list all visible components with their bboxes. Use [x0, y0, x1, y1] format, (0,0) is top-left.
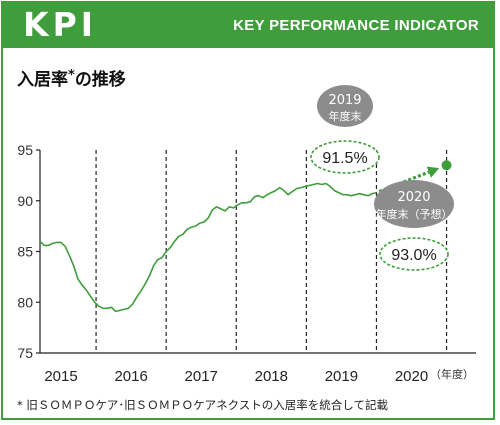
x-tick-2017: 2017 — [185, 368, 218, 385]
y-tick-75: 75 — [17, 345, 33, 361]
y-tick-90: 90 — [17, 193, 33, 209]
title-marker: * — [68, 68, 75, 83]
x-tick-2018: 2018 — [255, 368, 288, 385]
value-oval-2019 — [310, 140, 380, 174]
bubble-2020-label: 年度末（予想） — [376, 207, 453, 221]
header-subtitle: KEY PERFORMANCE INDICATOR — [233, 17, 479, 34]
header-bar: KPI KEY PERFORMANCE INDICATOR — [3, 3, 493, 48]
bubble-2019-label: 年度末 — [329, 109, 362, 123]
footnote: * 旧ＳＯＭＰＯケア･旧ＳＯＭＰＯケアネクストの入居率を統合して記載 — [17, 398, 388, 412]
value-oval-2020 — [379, 237, 449, 271]
x-unit-label: （年度） — [430, 367, 474, 381]
x-tick-2015: 2015 — [44, 368, 77, 385]
title-main: 入居率 — [17, 70, 68, 90]
kpi-logo: KPI — [23, 5, 98, 44]
y-tick-85: 85 — [17, 244, 33, 260]
forecast-arrowhead — [426, 166, 440, 178]
x-tick-2016: 2016 — [114, 368, 147, 385]
x-tick-labels: 2015 2016 2017 2018 2019 2020 （年度） — [44, 367, 474, 385]
chart-title: 入居率*の推移 — [17, 65, 126, 90]
bubble-2019-year: 2019 — [328, 93, 361, 108]
title-suffix: の推移 — [74, 70, 126, 90]
value-2019: 91.5% — [322, 150, 367, 167]
value-2020: 93.0% — [391, 247, 436, 264]
x-tick-2019: 2019 — [325, 368, 358, 385]
y-tick-labels: 75 80 85 90 95 — [17, 142, 40, 361]
y-tick-80: 80 — [17, 294, 33, 310]
bubble-2020-year: 2020 — [397, 190, 430, 205]
x-tick-2020: 2020 — [395, 368, 428, 385]
bubble-2019 — [317, 85, 373, 127]
occupancy-line — [39, 182, 377, 313]
forecast-point — [441, 160, 452, 171]
series-group — [39, 182, 377, 313]
y-tick-95: 95 — [17, 142, 33, 158]
bubble-2020 — [374, 180, 454, 228]
